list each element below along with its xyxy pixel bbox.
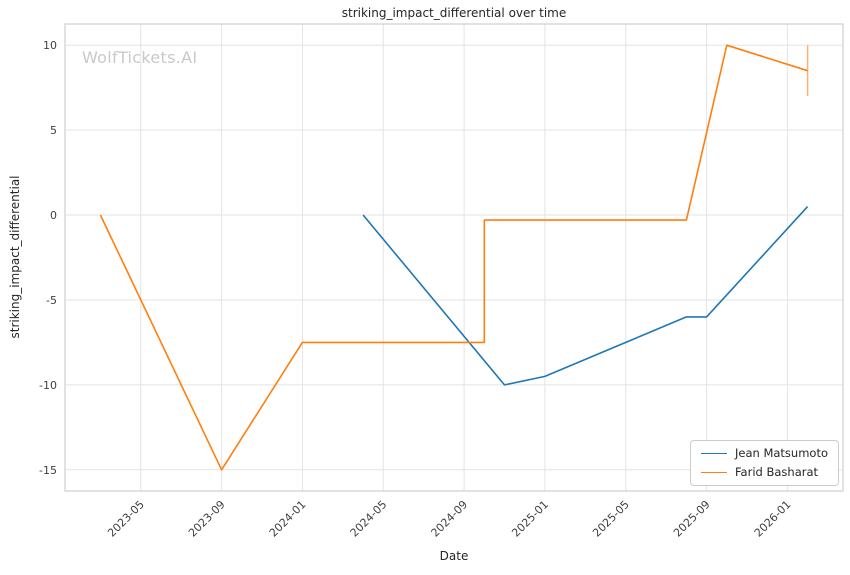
y-tick-label: 10 [43, 39, 57, 52]
x-tick-label: 2023-09 [186, 498, 228, 540]
y-tick-label: 0 [50, 209, 57, 222]
legend-label: Jean Matsumoto [735, 446, 828, 460]
x-tick-label: 2024-01 [267, 498, 309, 540]
x-tick-label: 2024-09 [429, 498, 471, 540]
series-line-1 [99, 44, 808, 471]
x-axis-label: Date [439, 549, 469, 563]
x-tick-label: 2025-01 [509, 498, 551, 540]
y-tick-label: -10 [39, 379, 57, 392]
plot-frame [64, 23, 844, 492]
x-tick-label: 2026-01 [752, 498, 794, 540]
legend-line-swatch [701, 453, 727, 455]
watermark-text: WolfTickets.AI [82, 48, 198, 67]
y-axis-label: striking_impact_differential [8, 175, 22, 339]
chart-title: striking_impact_differential over time [341, 6, 567, 20]
y-tick-label: 5 [50, 124, 57, 137]
x-tick-label: 2025-05 [590, 498, 632, 540]
x-tick-label: 2024-05 [348, 498, 390, 540]
legend-line-swatch [701, 471, 727, 473]
legend-label: Farid Basharat [735, 464, 819, 479]
legend-item: Jean Matsumoto [701, 446, 828, 460]
y-tick-label: -5 [46, 294, 57, 307]
legend-item: Farid Basharat [701, 464, 828, 479]
x-tick-label: 2023-05 [105, 498, 147, 540]
series-line-0 [362, 206, 809, 386]
legend: Jean Matsumoto Farid Basharat [690, 440, 839, 486]
y-tick-label: -15 [39, 464, 57, 477]
x-tick-label: 2025-09 [671, 498, 713, 540]
